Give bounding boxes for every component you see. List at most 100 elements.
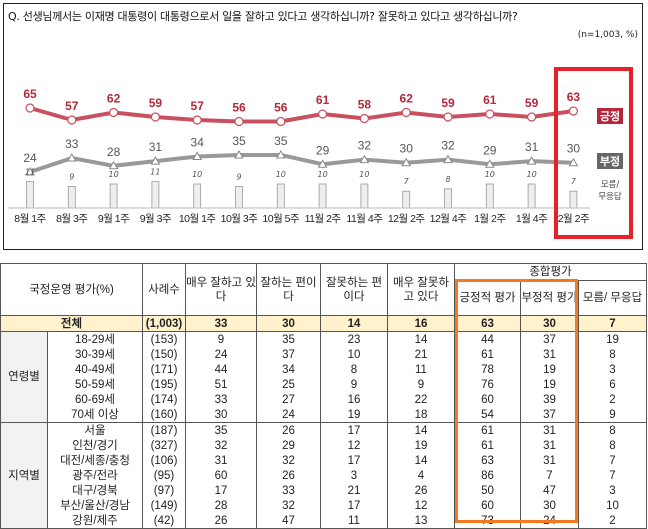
table-row: 지역별 서울 (187) 35 26 17 14 61 31 8 (0, 422, 648, 529)
cell: 61 (454, 347, 521, 362)
negative-line (29, 152, 574, 174)
positive-point (150, 112, 160, 122)
negative-data-label: 34 (191, 136, 205, 150)
cell: 24 (256, 407, 321, 423)
negative-data-label: 30 (400, 142, 414, 156)
table-row-total: 전체 (1,003) 33 30 14 16 63 30 7 (0, 315, 648, 332)
dont-know-bar (485, 183, 494, 209)
cell: 86 (454, 468, 521, 483)
dont-know-data-label: 9 (236, 172, 241, 181)
positive-point (318, 109, 328, 119)
cell: 51 (185, 377, 257, 392)
dont-know-bar (67, 185, 76, 209)
cell: 32 (256, 453, 321, 468)
dont-know-data-label: 7 (571, 177, 577, 186)
cell: 4 (387, 468, 455, 483)
approval-line-chart: 65 57 62 59 57 56 56 61 58 62 59 61 59 63 24 33 28 31 34 35… (8, 67, 633, 239)
cell: 73 (454, 513, 521, 529)
dont-know-bar (151, 181, 160, 209)
cell: (42) (142, 513, 186, 529)
cell: 54 (454, 407, 521, 423)
x-tick-label: 12월 4주 (430, 213, 468, 225)
x-tick-label: 11월 2주 (305, 213, 342, 225)
positive-data-label: 58 (358, 98, 372, 112)
x-tick-label: 2월 2주 (558, 213, 590, 225)
cell: 6 (577, 377, 648, 392)
negative-data-label: 33 (65, 137, 79, 151)
cell: 31 (520, 453, 579, 468)
cell: 광주/전라 (47, 468, 143, 483)
cell: (171) (142, 362, 186, 377)
negative-point (526, 156, 537, 165)
cell: 14 (387, 331, 455, 347)
dont-know-data-label: 10 (192, 170, 202, 179)
table-row: 30-39세 (150) 24 37 10 21 61 31 8 (1, 347, 648, 362)
positive-data-label: 61 (316, 93, 330, 107)
negative-data-label: 24 (23, 151, 37, 165)
chart-note: (n=1,003, %) (577, 30, 638, 40)
cell: 33 (185, 315, 257, 332)
cell: (160) (142, 407, 186, 423)
dont-know-data-label: 9 (69, 172, 74, 181)
dont-know-bar (109, 183, 118, 209)
positive-data-label: 57 (65, 99, 79, 113)
cell: (149) (142, 498, 186, 513)
cell: 17 (185, 483, 257, 498)
positive-point (234, 116, 244, 127)
cell: 30 (185, 407, 257, 423)
cell: 21 (387, 347, 455, 362)
cell: 60 (454, 392, 521, 407)
x-tick-label: 10월 5주 (262, 213, 300, 225)
positive-point (485, 109, 495, 119)
cell: 44 (185, 362, 257, 377)
cell: 19 (520, 377, 579, 392)
cell: 부산/울산/경남 (47, 498, 143, 513)
x-tick-label: 9월 1주 (98, 213, 130, 225)
positive-point (526, 112, 537, 122)
dont-know-bar (276, 183, 285, 209)
positive-data-label: 56 (232, 101, 246, 115)
x-tick-label: 1월 2주 (474, 213, 506, 225)
cell: 18-29세 (47, 331, 143, 347)
cell: 19 (320, 407, 388, 423)
x-tick-label: 12월 2주 (388, 213, 426, 225)
negative-data-label: 35 (274, 134, 288, 148)
cell: 11 (387, 362, 455, 377)
cell: 17 (320, 498, 388, 513)
cell: (153) (142, 331, 186, 347)
cell: 3 (577, 483, 648, 498)
cell: 9 (387, 377, 455, 392)
positive-data-label: 59 (441, 96, 455, 110)
negative-point (150, 156, 161, 165)
cell: 7 (577, 468, 648, 483)
positive-data-label: 62 (107, 92, 121, 106)
cell: 60-69세 (47, 392, 143, 407)
positive-line (29, 106, 574, 124)
highlight-box-latest (554, 67, 633, 239)
table-row: 광주/전라 (95) 60 26 3 4 86 7 7 (1, 468, 648, 483)
cell: 7 (520, 468, 579, 483)
cell: 2 (577, 513, 648, 529)
table-row: 부산/울산/경남 (149) 28 32 17 12 60 30 10 (1, 498, 648, 513)
negative-point (25, 166, 35, 176)
cell: 40-49세 (47, 362, 143, 377)
x-tick-label: 9월 3주 (140, 213, 172, 225)
cell: 76 (454, 377, 521, 392)
cell: 19 (520, 362, 579, 377)
x-tick-label: 8월 3주 (56, 213, 88, 225)
cell: 31 (520, 347, 579, 362)
cell: 19 (387, 438, 455, 453)
cell: 7 (577, 453, 648, 468)
cell: 18 (387, 407, 455, 423)
header-category: 국정운영 평가(%) (0, 263, 143, 316)
x-tick-label: 8월 1주 (14, 213, 46, 225)
header-dont-know: 모름/ 무응답 (577, 280, 648, 316)
cell: 63 (454, 453, 521, 468)
negative-data-label: 29 (483, 143, 497, 157)
positive-data-label: 56 (274, 101, 288, 115)
cell: 44 (454, 331, 521, 347)
cell: 3 (577, 362, 648, 377)
dont-know-data-label: 11 (25, 168, 35, 177)
cell: 19 (577, 331, 648, 347)
positive-point (443, 112, 453, 122)
